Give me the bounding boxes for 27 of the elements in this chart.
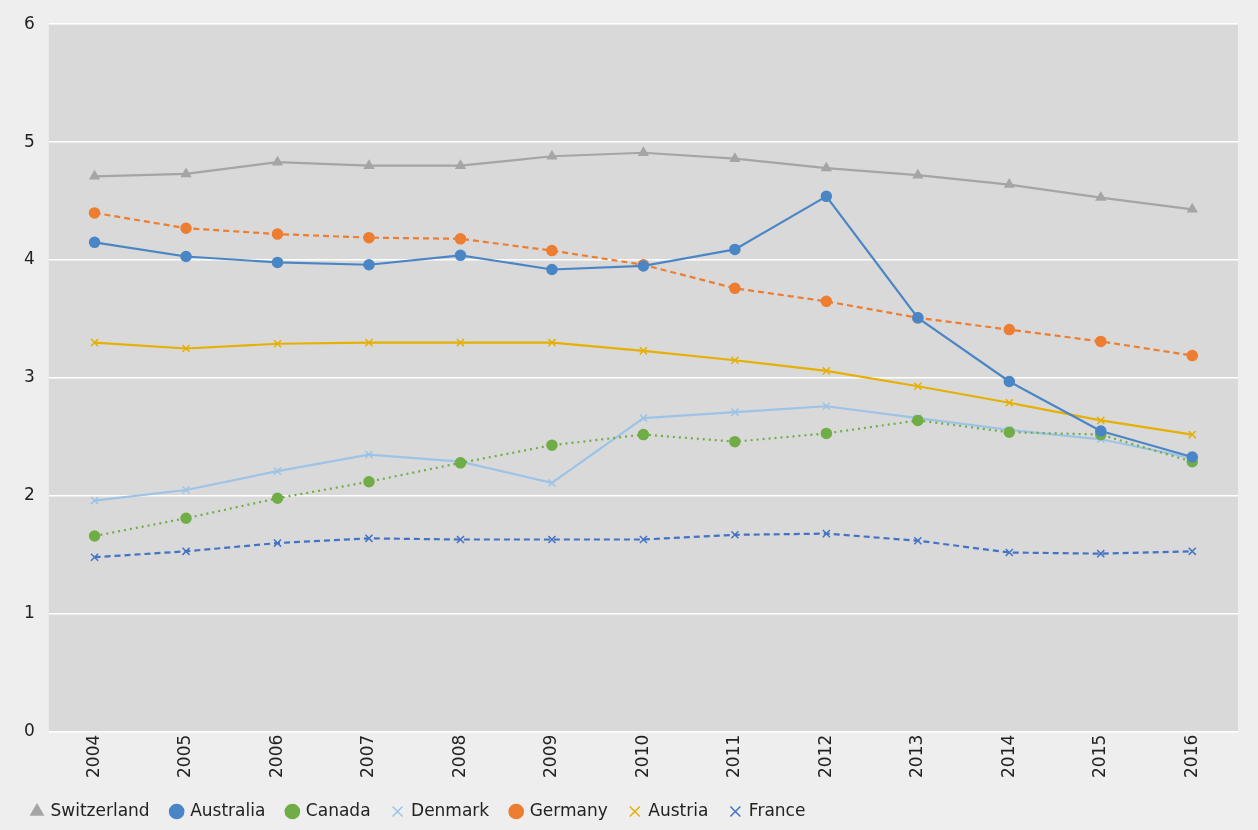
x-tick-label: 2005 [174, 734, 195, 778]
x-tick-label: 2008 [448, 734, 469, 778]
x-tick-label: 2010 [631, 734, 652, 778]
y-tick-label: 6 [23, 12, 35, 33]
x-tick-label: 2014 [997, 734, 1018, 778]
legend-label: Austria [648, 799, 709, 820]
legend-label: Australia [190, 799, 266, 820]
legend-label: France [748, 799, 806, 820]
y-tick-label: 0 [23, 720, 35, 741]
legend-label: Canada [305, 799, 371, 820]
x-tick-label: 2007 [357, 734, 378, 778]
legend-label: Germany [529, 799, 608, 820]
x-tick-label: 2012 [814, 734, 835, 778]
y-tick-label: 1 [23, 602, 35, 623]
legend-label: Switzerland [50, 799, 150, 820]
y-tick-label: 2 [23, 484, 35, 505]
x-tick-label: 2013 [906, 734, 927, 778]
x-tick-label: 2016 [1180, 734, 1201, 778]
x-tick-label: 2004 [82, 734, 103, 778]
x-tick-label: 2011 [723, 734, 744, 778]
y-tick-label: 5 [23, 130, 35, 151]
x-tick-label: 2006 [265, 734, 286, 778]
x-tick-label: 2009 [540, 734, 561, 778]
y-tick-label: 3 [23, 366, 35, 387]
legend-label: Denmark [411, 799, 490, 820]
y-tick-label: 4 [23, 248, 35, 269]
x-tick-label: 2015 [1089, 734, 1110, 778]
